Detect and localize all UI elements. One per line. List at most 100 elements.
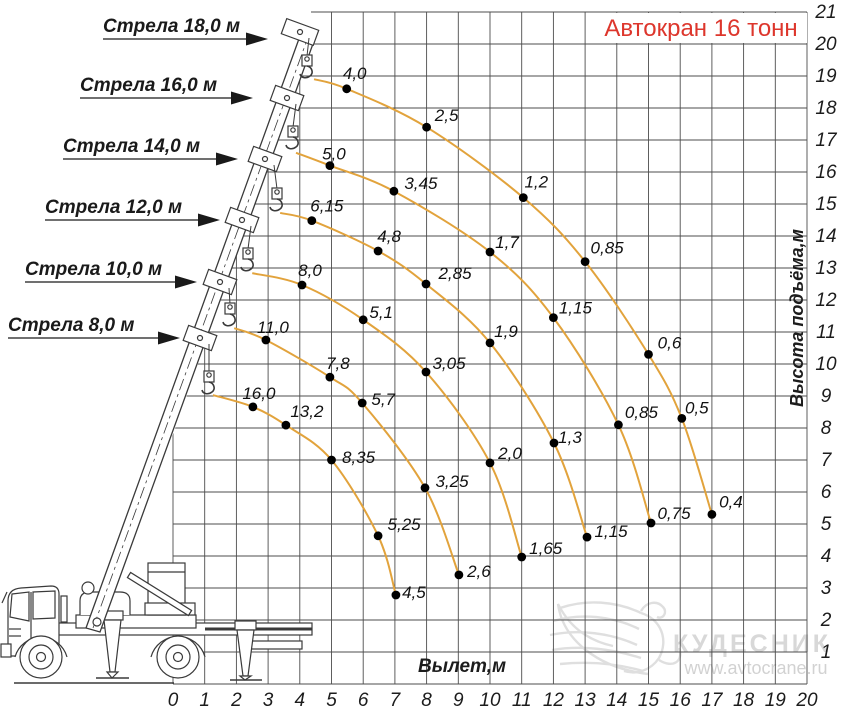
y-tick-label: 8	[821, 418, 832, 439]
boom-length-label: Стрела 18,0 м	[103, 16, 240, 37]
boom-joint-hook	[247, 145, 283, 212]
data-point	[485, 247, 495, 257]
x-tick-label: 15	[638, 690, 660, 710]
load-value-label: 16,0	[242, 384, 276, 403]
data-point	[646, 518, 656, 528]
mirror	[1, 591, 8, 604]
load-value-label: 3,25	[435, 472, 469, 491]
data-point	[261, 335, 271, 345]
watermark-brand: КУДЕСНИК	[673, 630, 831, 658]
y-tick-label: 3	[821, 578, 832, 599]
load-curve-series: 5,0 3,45 1,7 1,15 0,85 0,75	[295, 145, 691, 528]
x-tick-label: 14	[606, 690, 627, 710]
load-value-label: 0,5	[685, 398, 709, 417]
x-tick-label: 5	[326, 690, 337, 710]
y-tick-label: 6	[821, 482, 832, 503]
callout-arrowhead-icon	[175, 275, 197, 289]
x-tick-label: 0	[168, 690, 179, 710]
data-point	[325, 372, 335, 382]
griffin-logo-watermark	[549, 601, 682, 676]
boom-length-callouts: Стрела 18,0 м Стрела 16,0 м Стрела 14,0 м С…	[8, 16, 268, 345]
hook-icon	[222, 313, 236, 327]
y-tick-label: 9	[821, 386, 832, 407]
rear-outrigger	[230, 620, 262, 681]
load-value-label: 13,2	[290, 402, 324, 421]
data-point	[517, 552, 527, 562]
hook-sheave	[304, 56, 310, 62]
boom-joint-hook	[182, 324, 218, 395]
callout-arrowhead-icon	[198, 213, 220, 227]
boom-length-callout: Стрела 14,0 м	[63, 136, 238, 166]
y-tick-label: 1	[821, 642, 832, 663]
load-value-label: 0,85	[625, 403, 659, 422]
data-point	[707, 510, 717, 519]
x-tick-label: 9	[453, 690, 464, 710]
data-point	[391, 590, 401, 600]
load-value-label: 0,6	[658, 333, 682, 352]
joint-pin	[238, 216, 246, 224]
y-tick-label: 19	[815, 66, 837, 87]
hook-icon	[201, 381, 215, 395]
hook-icon	[285, 136, 299, 150]
boom-length-label: Стрела 12,0 м	[45, 197, 182, 218]
load-value-label: 4,8	[377, 227, 401, 246]
axis-tick-labels: 0 1 2 3 4 5 6 7 8 9 10 11 12 13 14 15 16 17 18 19 2012345678…	[168, 2, 838, 710]
x-tick-label: 8	[421, 690, 432, 710]
y-tick-label: 4	[821, 546, 832, 567]
callout-arrowhead-icon	[231, 91, 253, 105]
y-tick-label: 17	[815, 130, 838, 151]
windshield	[9, 591, 30, 622]
load-curves: 4,0 2,5 1,2 0,85 0,6 0,5 0,4 5,0 3,45 1,7 1,15 0,85…	[212, 64, 743, 602]
y-tick-label: 14	[815, 226, 836, 247]
boom-pivot	[92, 617, 102, 627]
hook-sheave	[206, 372, 212, 378]
x-axis-label: Вылет,м	[418, 656, 506, 677]
x-tick-label: 12	[543, 690, 565, 710]
data-point	[549, 313, 558, 322]
x-tick-label: 19	[765, 690, 787, 710]
load-value-label: 8,35	[342, 448, 376, 467]
joint-pin	[261, 155, 269, 163]
x-tick-label: 10	[479, 690, 501, 710]
load-value-label: 5,7	[371, 390, 395, 409]
hook-cable	[273, 164, 278, 190]
load-value-label: 2,5	[434, 106, 459, 125]
data-point	[422, 122, 431, 132]
left-whitespace-mask	[0, 0, 311, 648]
data-point	[677, 414, 687, 423]
data-point	[614, 420, 623, 430]
x-tick-label: 7	[390, 690, 402, 710]
load-value-label: 2,6	[466, 562, 491, 581]
load-value-label: 1,65	[529, 539, 563, 558]
boom-joints-and-hooks	[182, 17, 320, 395]
data-point	[373, 531, 383, 541]
load-value-label: 1,15	[594, 522, 628, 541]
boom-joint-hook	[280, 17, 320, 79]
hook-icon	[299, 65, 313, 79]
data-point	[644, 350, 653, 359]
x-tick-label: 16	[670, 690, 692, 710]
y-tick-label: 10	[815, 354, 837, 375]
load-value-label: 1,3	[558, 428, 582, 447]
crane-truck-illustration	[0, 17, 320, 684]
y-tick-label: 11	[816, 322, 836, 343]
joint-pin	[216, 278, 224, 286]
hook-sheave	[227, 304, 233, 310]
watermark: КУДЕСНИК www.avtocrane.ru	[549, 601, 831, 678]
load-value-label: 5,1	[369, 303, 393, 322]
x-tick-label: 4	[295, 690, 306, 710]
exhaust-stack	[60, 595, 68, 623]
y-tick-label: 7	[821, 450, 833, 471]
load-value-label: 5,0	[322, 145, 346, 164]
load-value-label: 0,75	[657, 504, 691, 523]
load-curve-series: 16,0 13,2 8,35 5,25 4,5	[212, 384, 426, 602]
hook-cable	[292, 103, 297, 128]
boom-length-label: Стрела 10,0 м	[25, 259, 162, 280]
hook-sheave	[245, 249, 251, 255]
data-point	[307, 216, 317, 226]
truck-side-step	[249, 640, 303, 650]
boom-joint-hook	[269, 84, 305, 150]
boom-lift-cylinder	[126, 571, 193, 617]
data-point	[325, 161, 335, 171]
